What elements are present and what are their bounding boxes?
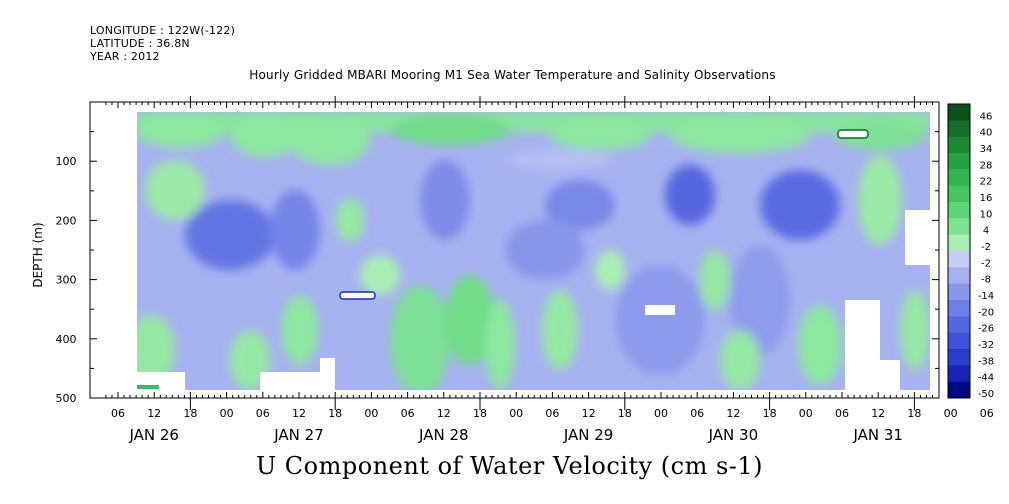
- colorbar-label: -44: [978, 373, 994, 384]
- colorbar-label: -26: [978, 324, 994, 335]
- colorbar-label: 46: [980, 111, 993, 122]
- y-tick-label: 300: [56, 274, 77, 287]
- chart-footer-title: U Component of Water Velocity (cm s-1): [255, 452, 764, 480]
- colorbar-label: -38: [978, 356, 994, 367]
- x-tick-label: 18: [763, 407, 777, 420]
- x-tick-label: 18: [328, 407, 342, 420]
- y-tick-label: 500: [56, 392, 77, 405]
- heatmap-field: [137, 112, 930, 390]
- x-tick-label: 12: [871, 407, 885, 420]
- x-day-label: JAN 27: [273, 426, 324, 444]
- x-tick-label: 12: [147, 407, 161, 420]
- colorbar-swatch: [948, 283, 970, 301]
- x-tick-label: 06: [690, 407, 704, 420]
- colorbar-swatch: [948, 300, 970, 317]
- colorbar-label: 16: [980, 193, 993, 204]
- x-tick-label: 06: [980, 407, 994, 420]
- colorbar-swatch: [948, 169, 970, 187]
- colorbar-swatch: [948, 365, 970, 383]
- colorbar-swatch: [948, 185, 970, 203]
- colorbar-label: 10: [980, 209, 993, 220]
- colorbar-swatch: [948, 234, 970, 252]
- x-tick-label: 06: [111, 407, 125, 420]
- x-tick-label: 06: [256, 407, 270, 420]
- colorbar-label: 34: [980, 144, 993, 155]
- colorbar-label: -8: [981, 275, 991, 286]
- colorbar-label: -32: [978, 340, 994, 351]
- colorbar-swatch: [948, 153, 970, 170]
- x-tick-label: 06: [835, 407, 849, 420]
- x-tick-label: 12: [726, 407, 740, 420]
- x-tick-label: 06: [401, 407, 415, 420]
- x-day-label: JAN 31: [852, 426, 903, 444]
- colorbar-label: 40: [980, 128, 993, 139]
- colorbar-swatch: [948, 202, 970, 219]
- y-tick-label: 400: [56, 333, 77, 346]
- colorbar-swatch: [948, 136, 970, 154]
- x-tick-label: 00: [654, 407, 668, 420]
- colorbar-swatch: [948, 251, 970, 268]
- colorbar-swatch: [948, 349, 970, 366]
- colorbar-label: -2: [981, 258, 991, 269]
- x-day-label: JAN 28: [418, 426, 469, 444]
- y-tick-label: 100: [56, 155, 77, 168]
- colorbar-swatch: [948, 120, 970, 138]
- y-axis-label: DEPTH (m): [31, 222, 45, 287]
- colorbar-swatch: [948, 104, 970, 121]
- x-tick-label: 06: [545, 407, 559, 420]
- x-axis: 06 12 18 00 06 12 18 00 06 12 18 00 06 12 18 00 06 12 18 00…: [105, 96, 994, 444]
- x-tick-label: 18: [183, 407, 197, 420]
- x-tick-label: 12: [292, 407, 306, 420]
- x-tick-label: 18: [907, 407, 921, 420]
- colorbar-swatch: [948, 316, 970, 334]
- colorbar-swatch: [948, 218, 970, 236]
- x-tick-label: 12: [582, 407, 596, 420]
- colorbar: 46 40 34 28 22 16 10 4 -2 -2 -8 -14 -20 -26 -32 -38 -44 -…: [947, 103, 994, 400]
- x-tick-label: 00: [509, 407, 523, 420]
- colorbar-swatch: [948, 381, 970, 399]
- colorbar-label: -20: [978, 307, 994, 318]
- colorbar-label: -2: [981, 242, 991, 253]
- colorbar-label: -50: [978, 389, 994, 400]
- y-axis: 100 200 300 400 500: [56, 131, 939, 405]
- y-tick-label: 200: [56, 214, 77, 227]
- x-day-label: JAN 26: [128, 426, 179, 444]
- x-tick-label: 00: [220, 407, 234, 420]
- x-day-label: JAN 30: [708, 426, 759, 444]
- chart-title: Hourly Gridded MBARI Mooring M1 Sea Wate…: [249, 68, 776, 82]
- colorbar-label: 22: [980, 177, 993, 188]
- colorbar-label: 4: [983, 226, 989, 237]
- x-tick-label: 00: [364, 407, 378, 420]
- colorbar-label: -14: [978, 291, 994, 302]
- x-tick-label: 12: [437, 407, 451, 420]
- x-tick-label: 18: [618, 407, 632, 420]
- x-day-label: JAN 29: [563, 426, 614, 444]
- colorbar-swatch: [948, 332, 970, 350]
- colorbar-frame: [947, 103, 971, 399]
- colorbar-swatch: [948, 267, 970, 285]
- x-tick-label: 00: [944, 407, 958, 420]
- x-tick-label: 18: [473, 407, 487, 420]
- longitude-label: LONGITUDE : 122W(-122): [90, 24, 236, 37]
- year-label: YEAR : 2012: [90, 50, 160, 63]
- latitude-label: LATITUDE : 36.8N: [90, 37, 190, 50]
- x-tick-label: 00: [799, 407, 813, 420]
- colorbar-label: 28: [980, 160, 993, 171]
